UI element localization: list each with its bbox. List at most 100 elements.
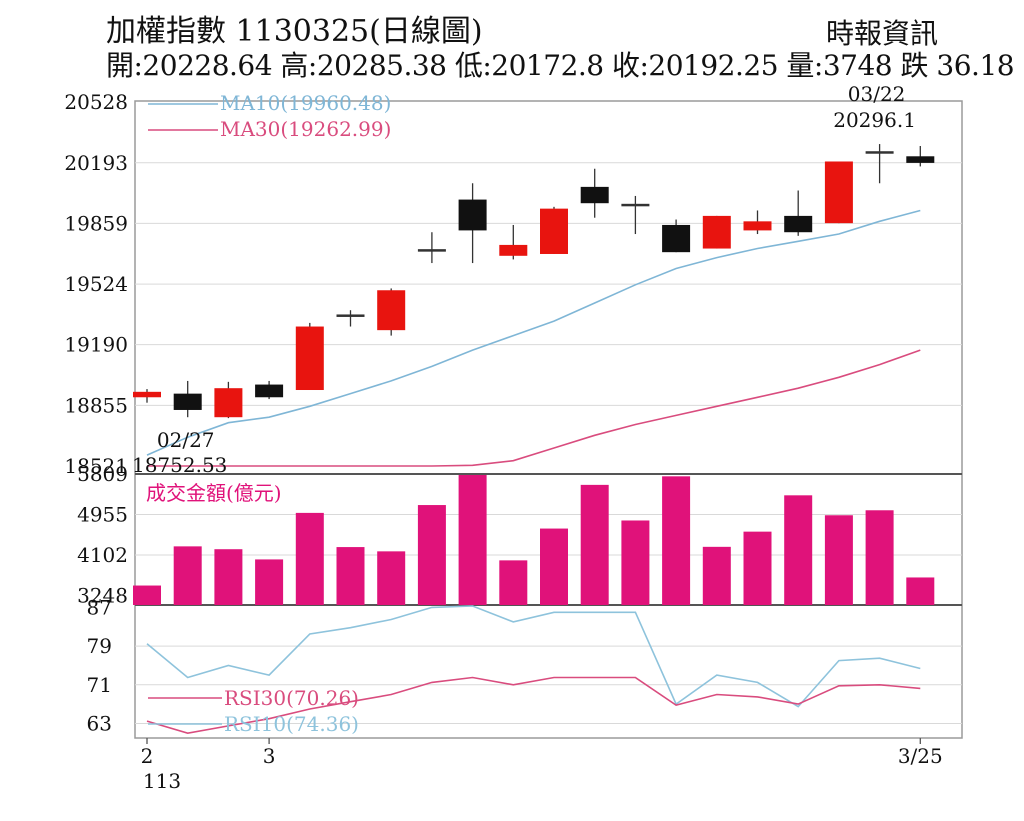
source-label: 時報資訊 xyxy=(826,17,939,50)
volume-tick-label: 5809 xyxy=(77,462,128,486)
volume-tick-label: 3248 xyxy=(77,584,128,608)
price-tick-label: 19190 xyxy=(64,333,128,357)
x-tick-sublabel: 113 xyxy=(143,769,181,793)
price-tick-label: 20193 xyxy=(64,151,128,175)
candle xyxy=(458,183,487,264)
volume-bar xyxy=(784,495,813,605)
x-tick-label: 3 xyxy=(263,744,276,768)
rsi-y-axis: 87 79 71 63 xyxy=(87,595,112,735)
price-tick-label: 18855 xyxy=(64,393,128,417)
rsi30-line xyxy=(146,676,921,735)
candle-body xyxy=(295,326,324,391)
rsi30-legend-label: RSI30(70.26) xyxy=(224,686,359,710)
rsi-tick-label: 63 xyxy=(87,711,112,735)
volume-bar xyxy=(702,546,731,605)
price-tick-label: 18521 xyxy=(64,454,128,478)
candle xyxy=(336,310,365,327)
ma10-legend-label: MA10(19960.48) xyxy=(220,91,391,115)
candle xyxy=(824,161,853,224)
volume-bar xyxy=(417,505,446,605)
ma30-legend-label: MA30(19262.99) xyxy=(220,117,391,141)
candle-body xyxy=(499,244,528,256)
chart-title: 加權指數 1130325(日線圖) xyxy=(106,14,483,49)
volume-bar xyxy=(133,585,161,605)
rsi10-legend-label: RSI10(74.36) xyxy=(224,712,359,736)
candle xyxy=(702,215,731,249)
candle-body xyxy=(621,203,650,207)
rsi-tick-label: 79 xyxy=(87,634,112,658)
candle xyxy=(621,195,650,235)
rsi-tick-label: 71 xyxy=(87,673,112,697)
volume-tick-label: 4102 xyxy=(77,543,128,567)
volume-title-group: 成交金額(億元) xyxy=(146,481,282,505)
volume-bar xyxy=(743,531,772,605)
ohlc-stats: 開:20228.64 高:20285.38 低:20172.8 收:20192.… xyxy=(106,49,1015,82)
volume-tick-label: 4955 xyxy=(77,503,128,527)
candle-body xyxy=(214,388,243,418)
candle xyxy=(662,219,691,253)
price-tick-label: 19524 xyxy=(64,272,128,296)
candle-body xyxy=(173,393,202,410)
candle xyxy=(295,322,324,391)
volume-bar xyxy=(824,515,853,605)
candle xyxy=(499,224,528,260)
candle xyxy=(133,389,161,403)
candle-body xyxy=(743,221,772,231)
rsi-grid xyxy=(135,645,962,724)
volume-bar xyxy=(173,546,202,605)
ma10-line xyxy=(146,209,921,456)
low-annotation-date: 02/27 xyxy=(157,428,215,452)
candle-body xyxy=(377,290,406,331)
price-tick-label: 20528 xyxy=(64,90,128,114)
volume-bar xyxy=(336,547,365,605)
candle xyxy=(540,206,568,254)
price-y-axis: 20528 20193 19859 19524 19190 18855 18521 xyxy=(64,90,128,478)
volume-y-axis: 5809 4955 4102 3248 xyxy=(77,462,128,608)
high-annotation-date: 03/22 xyxy=(848,82,906,106)
candle-body xyxy=(906,156,935,163)
volume-bar xyxy=(377,551,406,605)
candle xyxy=(377,288,406,336)
volume-bar xyxy=(214,549,243,605)
candle-body xyxy=(417,249,446,252)
candle xyxy=(214,381,243,419)
candle-body xyxy=(336,314,365,317)
ma10-layer xyxy=(146,209,921,456)
candle-body xyxy=(824,161,853,224)
volume-bar xyxy=(499,560,528,605)
volume-bar xyxy=(621,520,650,605)
candle xyxy=(743,210,772,235)
ma30-layer xyxy=(147,349,921,467)
rsi-legend: RSI30(70.26)RSI10(74.36) xyxy=(148,686,359,736)
rsi-lines xyxy=(146,605,921,735)
high-annotation-value: 20296.1 xyxy=(833,108,916,132)
candle-body xyxy=(133,391,161,398)
x-tick-label: 3/25 xyxy=(898,744,943,768)
volume-bar xyxy=(255,559,284,605)
volume-bar xyxy=(580,484,609,605)
price-tick-label: 19859 xyxy=(64,211,128,235)
volume-bar xyxy=(865,510,894,605)
candle-body xyxy=(784,215,813,233)
candle xyxy=(255,380,284,400)
candle-body xyxy=(662,224,691,253)
candle xyxy=(784,190,813,236)
candle xyxy=(580,168,609,218)
candle-body xyxy=(255,384,284,398)
x-tick-label: 2 xyxy=(141,744,154,768)
candle-body xyxy=(865,151,894,154)
candle-body xyxy=(540,208,568,254)
candle-body xyxy=(580,186,609,204)
candle xyxy=(417,232,446,264)
ma30-line xyxy=(147,349,921,467)
candle-body xyxy=(458,199,487,231)
rsi-tick-label: 87 xyxy=(87,595,112,619)
plot-border xyxy=(134,100,963,739)
candle-body xyxy=(702,215,731,249)
volume-bar xyxy=(906,577,935,605)
volume-bar xyxy=(295,512,324,605)
candles xyxy=(133,144,935,419)
candle xyxy=(865,144,894,184)
